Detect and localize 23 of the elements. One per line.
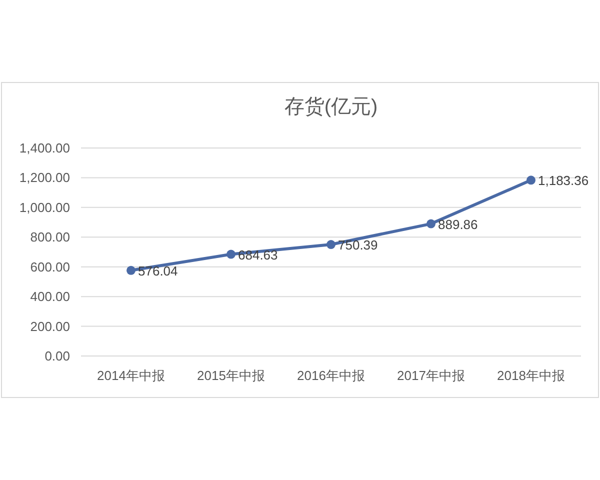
- y-tick-label: 200.00: [30, 318, 70, 334]
- x-tick-label: 2017年中报: [397, 368, 465, 383]
- data-label: 1,183.36: [538, 173, 589, 188]
- y-tick-label: 800.00: [30, 230, 70, 245]
- x-tick-label: 2016年中报: [297, 368, 365, 383]
- data-label: 889.86: [438, 216, 478, 232]
- y-tick-label: 1,400.00: [19, 140, 70, 156]
- point: [126, 266, 136, 275]
- chart-title: 存货(亿元): [284, 96, 378, 118]
- point: [426, 219, 436, 228]
- y-tick-label: 600.00: [30, 259, 70, 274]
- y-tick-label: 1,200.00: [19, 170, 70, 186]
- y-tick-label: 1,000.00: [19, 200, 70, 215]
- data-label: 576.04: [138, 263, 178, 278]
- x-tick-label: 2014年中报: [97, 368, 165, 383]
- point: [226, 250, 236, 259]
- y-tick-label: 0.00: [44, 348, 70, 364]
- point: [326, 240, 336, 250]
- point: [526, 176, 536, 185]
- data-label: 750.39: [338, 238, 378, 253]
- y-tick-label: 400.00: [30, 289, 70, 304]
- x-tick-label: 2015年中报: [197, 368, 265, 383]
- x-tick-label: 2018年中报: [497, 368, 565, 383]
